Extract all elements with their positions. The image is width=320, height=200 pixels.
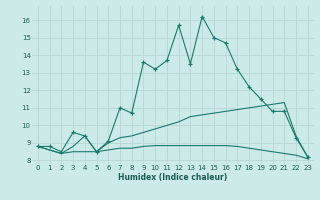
X-axis label: Humidex (Indice chaleur): Humidex (Indice chaleur) <box>118 173 228 182</box>
